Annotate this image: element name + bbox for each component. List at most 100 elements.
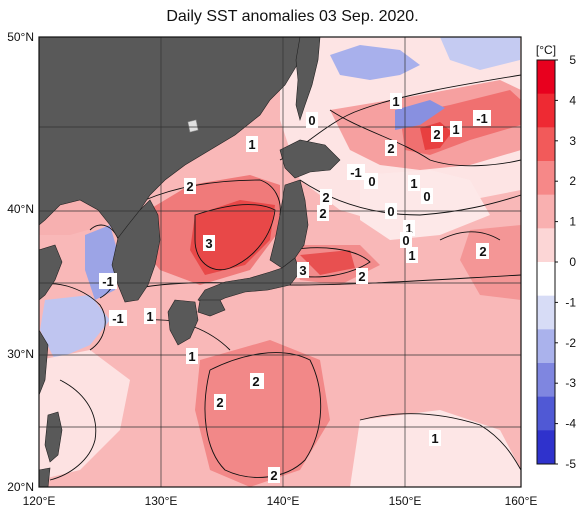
contour-label-box — [246, 136, 258, 152]
contour-label-box — [184, 178, 196, 194]
colorbar-unit: [°C] — [536, 43, 556, 57]
contour-label-box — [186, 348, 198, 364]
contour-label: 3 — [205, 236, 212, 251]
contour-label: 1 — [410, 176, 417, 191]
anomaly-negative-ecs — [40, 295, 110, 360]
anomaly-neutral-ecs — [39, 350, 130, 480]
axis-ticks: 120°E 130°E 140°E 150°E 160°E 50°N 40°N 30°N 20°… — [7, 30, 537, 508]
contour-label: 2 — [433, 127, 440, 142]
contour-label: 2 — [387, 141, 394, 156]
contour-label-box — [366, 173, 378, 189]
colorbar-tick-label: 5 — [569, 53, 576, 67]
anomaly-negative-ne — [440, 37, 520, 70]
contour-label: 1 — [408, 248, 415, 263]
contour-label: 2 — [186, 179, 193, 194]
anomaly-neutral-south — [350, 410, 521, 487]
colorbar-tick-label: 4 — [569, 93, 576, 107]
anomaly-south-warm — [195, 340, 330, 487]
contour-label-box — [385, 203, 397, 219]
contour-label-box — [385, 140, 397, 156]
contour-label: 2 — [216, 395, 223, 410]
contour-label: 0 — [308, 113, 315, 128]
colorbar-tick-label: 2 — [569, 174, 576, 188]
anomaly-japan-sea-hot — [190, 200, 275, 275]
land-shikoku — [197, 299, 226, 317]
contour-label: 1 — [392, 94, 399, 109]
contour-label: 1 — [431, 431, 438, 446]
x-tick-label: 150°E — [389, 494, 422, 508]
colorbar-segment — [537, 396, 555, 431]
y-tick-label: 40°N — [7, 202, 34, 216]
contour-label: -1 — [476, 111, 488, 126]
graticule — [39, 37, 521, 487]
contour-label: -1 — [102, 274, 114, 289]
contour-label: 3 — [299, 263, 306, 278]
contour-label-box — [317, 205, 329, 221]
contour-label-box — [250, 373, 262, 389]
land-china-south — [39, 329, 49, 396]
colorbar: [°C] 5 4 3 2 1 0 -1 -2 -3 -4 -5 — [536, 43, 576, 471]
contour-label-box — [450, 121, 462, 137]
contour-label-box — [429, 430, 441, 446]
y-tick-label: 50°N — [7, 30, 34, 44]
contour-label-box — [99, 273, 117, 289]
colorbar-segment — [537, 93, 555, 128]
contour-label-box — [320, 189, 332, 205]
contour-label: 1 — [452, 122, 459, 137]
colorbar-segment — [537, 194, 555, 229]
land-china-coast — [39, 244, 63, 301]
land-taiwan — [44, 411, 63, 463]
contour-label: 1 — [188, 349, 195, 364]
anomaly-neutral-east — [360, 170, 490, 240]
anomaly-negative-kuril — [330, 45, 420, 80]
colorbar-segment — [537, 228, 555, 263]
colorbar-segment — [537, 430, 555, 465]
contour-label: 0 — [387, 204, 394, 219]
x-tick-label: 120°E — [23, 494, 56, 508]
anomaly-pacific-warm-hot — [300, 250, 355, 275]
contour-label-box — [347, 164, 365, 180]
contour-label: 2 — [252, 374, 259, 389]
contour-label: 1 — [248, 137, 255, 152]
contour-label-box — [109, 310, 127, 326]
land-small-island — [187, 119, 199, 133]
colorbar-tick-label: -4 — [565, 417, 576, 431]
y-tick-label: 20°N — [7, 480, 34, 494]
x-tick-label: 140°E — [267, 494, 300, 508]
colorbar-tick-label: -3 — [565, 376, 576, 390]
land-masses — [39, 37, 341, 487]
contour-label-box — [473, 110, 491, 126]
x-tick-label: 160°E — [505, 494, 538, 508]
contour-label: -1 — [350, 165, 362, 180]
contour-label: 0 — [402, 233, 409, 248]
contour-label-box — [203, 235, 215, 251]
contour-label-box — [421, 188, 433, 204]
contour-label: 2 — [319, 206, 326, 221]
contour-label-box — [306, 112, 318, 128]
colorbar-tick-label: 3 — [569, 134, 576, 148]
colorbar-segment — [537, 262, 555, 297]
contour-label-box — [214, 394, 226, 410]
anomaly-negative-band — [395, 100, 445, 130]
colorbar-tick-label: -5 — [565, 457, 576, 471]
contour-label: 2 — [322, 190, 329, 205]
contour-label: 2 — [270, 468, 277, 483]
map-title: Daily SST anomalies 03 Sep. 2020. — [166, 8, 419, 25]
contour-label-box — [406, 247, 418, 263]
colorbar-segment — [537, 329, 555, 364]
land-asia-mainland — [39, 37, 301, 239]
land-kyushu — [167, 299, 199, 346]
plot-frame — [38, 36, 522, 488]
contour-label-box — [477, 243, 489, 259]
colorbar-segment — [537, 295, 555, 330]
colorbar-segment — [537, 60, 555, 95]
contour-label: 0 — [423, 189, 430, 204]
contour-label-box — [431, 126, 443, 142]
colorbar-tick-label: -1 — [565, 295, 576, 309]
contour-label-box — [400, 232, 412, 248]
contour-label: 2 — [479, 244, 486, 259]
contour-label: 1 — [146, 309, 153, 324]
colorbar-segment — [537, 127, 555, 162]
